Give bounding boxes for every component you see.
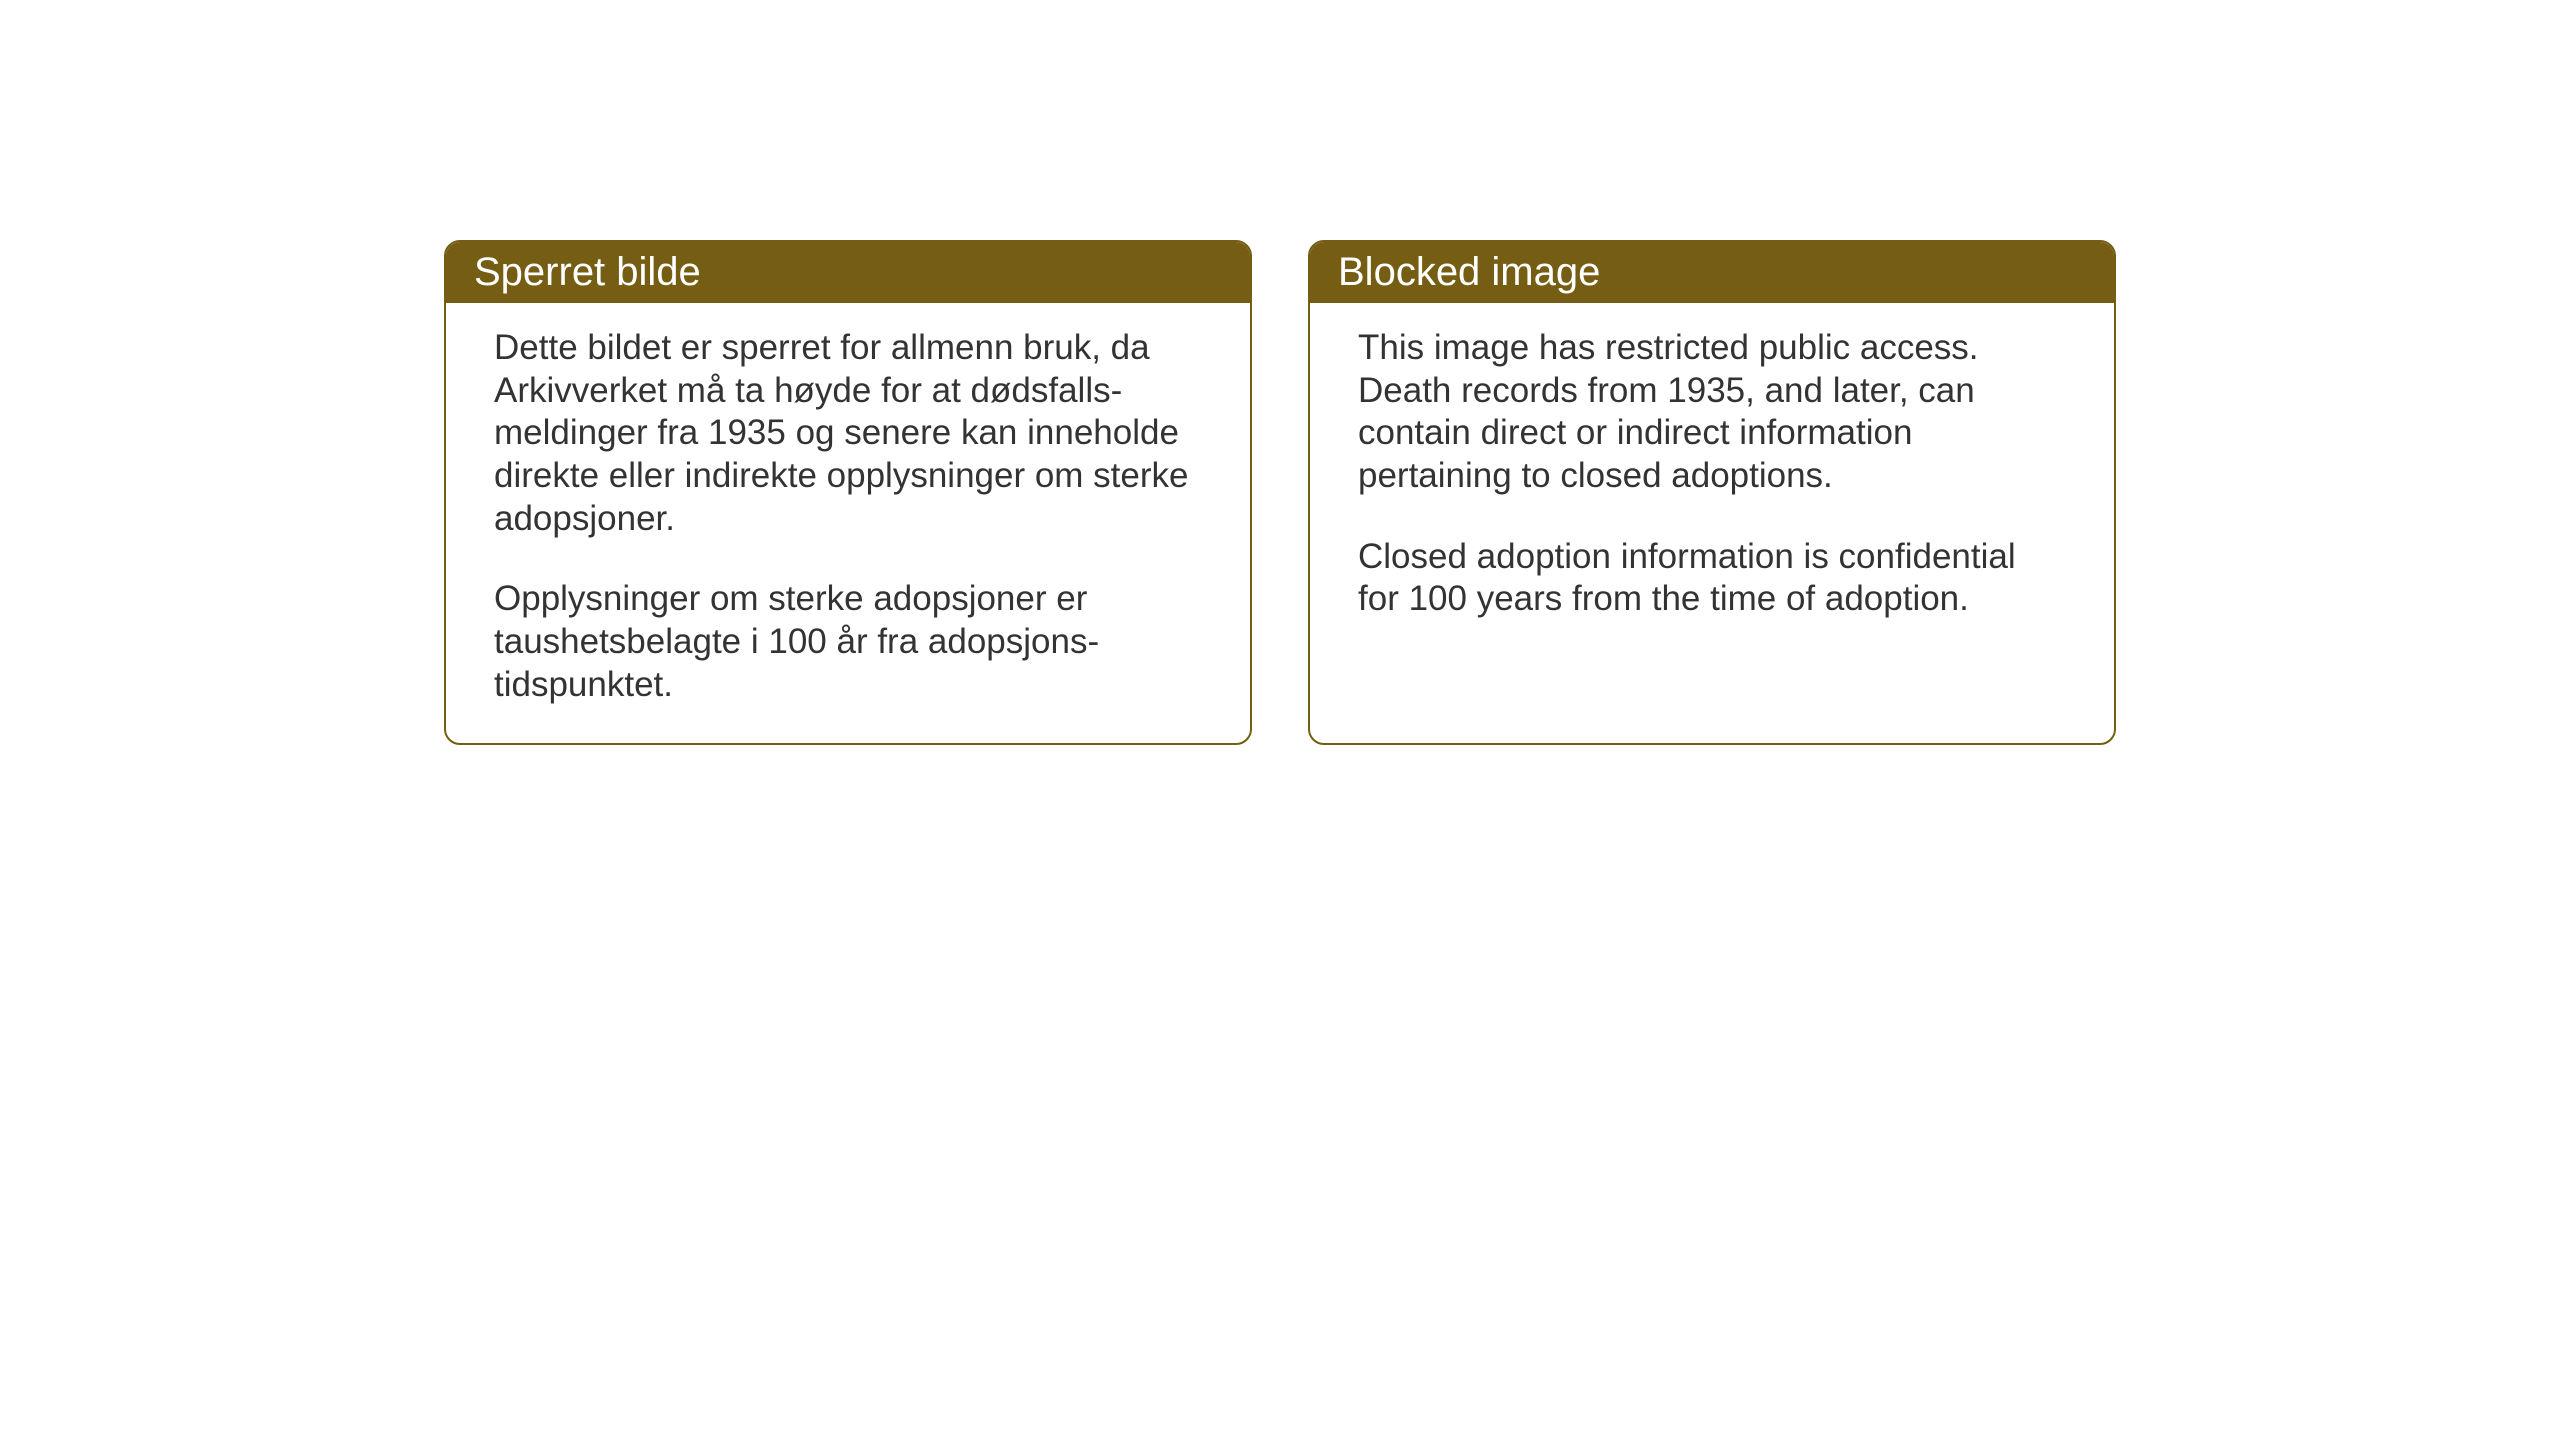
card-title-english: Blocked image [1338, 250, 1600, 294]
card-body-english: This image has restricted public access.… [1310, 303, 2114, 657]
card-header-norwegian: Sperret bilde [446, 242, 1250, 303]
card-paragraph-norwegian-1: Dette bildet er sperret for allmenn bruk… [494, 327, 1202, 540]
card-header-english: Blocked image [1310, 242, 2114, 303]
card-body-norwegian: Dette bildet er sperret for allmenn bruk… [446, 303, 1250, 743]
card-paragraph-english-1: This image has restricted public access.… [1358, 327, 2066, 498]
notice-container: Sperret bilde Dette bildet er sperret fo… [444, 240, 2116, 745]
notice-card-norwegian: Sperret bilde Dette bildet er sperret fo… [444, 240, 1252, 745]
notice-card-english: Blocked image This image has restricted … [1308, 240, 2116, 745]
card-paragraph-norwegian-2: Opplysninger om sterke adopsjoner er tau… [494, 578, 1202, 706]
card-paragraph-english-2: Closed adoption information is confident… [1358, 536, 2066, 621]
card-title-norwegian: Sperret bilde [474, 250, 701, 294]
